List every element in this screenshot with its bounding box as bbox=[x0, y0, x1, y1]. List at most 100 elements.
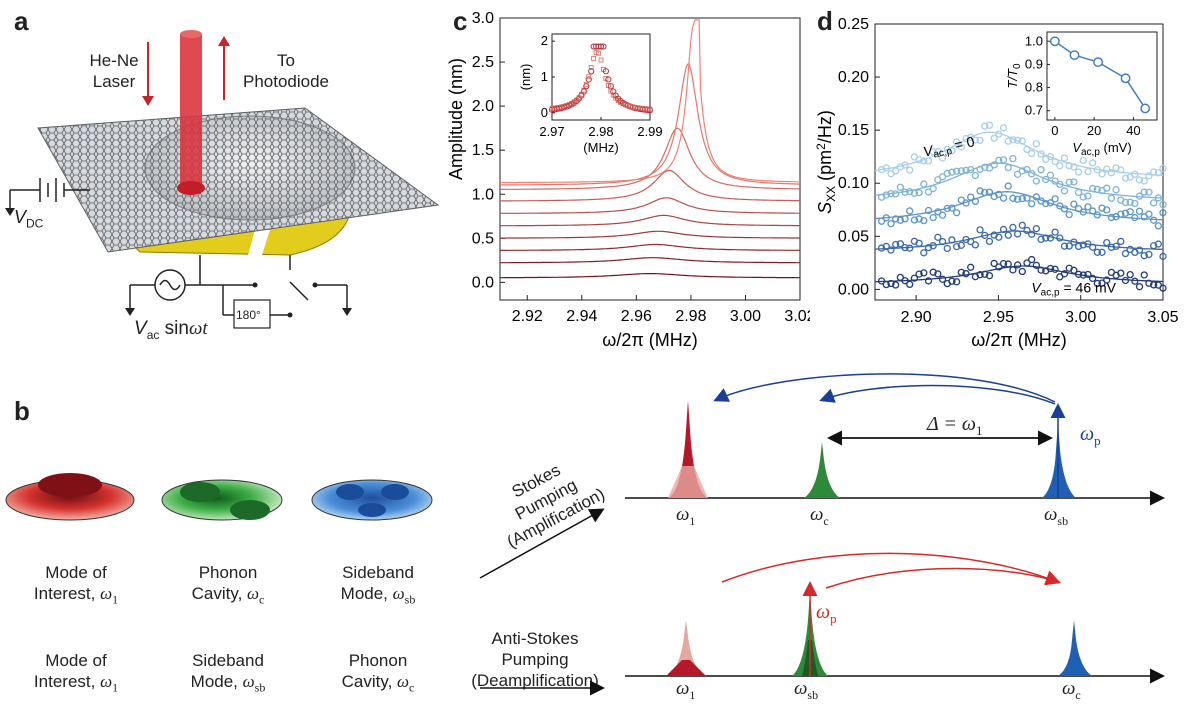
data-point bbox=[1149, 281, 1158, 289]
data-point bbox=[1135, 283, 1144, 291]
sideband-mode-shape bbox=[311, 479, 433, 521]
data-point bbox=[1126, 270, 1134, 279]
data-point bbox=[1098, 170, 1106, 178]
data-point bbox=[1084, 240, 1092, 248]
data-point bbox=[877, 217, 886, 225]
data-point bbox=[976, 271, 984, 279]
data-point bbox=[962, 270, 970, 278]
data-point bbox=[1117, 237, 1125, 246]
data-point bbox=[976, 136, 984, 145]
data-point bbox=[1018, 267, 1026, 276]
inset-point bbox=[1120, 73, 1131, 84]
inset-point bbox=[602, 68, 609, 75]
data-point bbox=[1131, 170, 1139, 178]
mode-label-row1-3: Sideband Mode, ωsb bbox=[340, 563, 416, 607]
data-point bbox=[985, 188, 994, 196]
data-point bbox=[920, 180, 928, 188]
data-point bbox=[1028, 255, 1036, 264]
data-point bbox=[1065, 162, 1073, 170]
bottom-axis-label-2: ωsb bbox=[794, 678, 819, 702]
data-point bbox=[957, 241, 965, 249]
data-point bbox=[948, 168, 956, 176]
inset-point bbox=[1049, 36, 1060, 47]
data-point bbox=[1103, 238, 1111, 247]
panel-label-b: b bbox=[14, 396, 30, 426]
data-point bbox=[877, 166, 886, 174]
inset-x-tick-label: 2.99 bbox=[637, 124, 662, 139]
x-axis-label: ω/2π (MHz) bbox=[971, 330, 1066, 350]
data-point bbox=[882, 164, 890, 172]
annotation-top: Vac,p = 0 bbox=[922, 133, 977, 162]
data-point bbox=[1074, 188, 1083, 197]
top-curve-arrow-1 bbox=[713, 373, 1056, 403]
inset-point bbox=[597, 43, 605, 50]
phase-box-label: 180° bbox=[236, 308, 261, 322]
data-point bbox=[1145, 172, 1153, 180]
series-line bbox=[500, 197, 800, 214]
data-point bbox=[915, 270, 923, 278]
inset-y-tick-label: 1.0 bbox=[1025, 33, 1043, 48]
data-point bbox=[981, 270, 989, 278]
y-tick-label: 1.0 bbox=[472, 186, 494, 203]
bottom-peak-w1 bbox=[666, 620, 706, 676]
series-line bbox=[500, 230, 800, 239]
data-point bbox=[1037, 150, 1045, 158]
inset-point bbox=[588, 68, 595, 75]
data-point bbox=[1140, 252, 1148, 260]
data-point bbox=[1018, 167, 1026, 175]
inset-point bbox=[605, 76, 612, 83]
fit-line bbox=[874, 191, 1164, 221]
x-tick-label: 3.05 bbox=[1147, 309, 1178, 326]
data-point bbox=[1088, 207, 1097, 215]
data-point bbox=[948, 204, 956, 212]
data-point bbox=[901, 161, 909, 169]
data-point bbox=[1032, 140, 1041, 148]
data-point bbox=[906, 207, 914, 215]
inset-point-square bbox=[586, 74, 592, 80]
data-point bbox=[887, 189, 895, 198]
y-tick-label: 2.0 bbox=[472, 98, 494, 115]
inset-point bbox=[600, 43, 607, 50]
battery-icon bbox=[9, 178, 90, 212]
data-point bbox=[877, 244, 886, 252]
data-point bbox=[1065, 178, 1073, 186]
data-point bbox=[943, 145, 951, 154]
data-point bbox=[1070, 200, 1078, 208]
series-line bbox=[500, 273, 800, 279]
data-point bbox=[1140, 271, 1148, 279]
data-point bbox=[1131, 213, 1139, 222]
top-axis-label-3: ωsb bbox=[1044, 504, 1069, 528]
data-point bbox=[1051, 157, 1059, 166]
data-point bbox=[1107, 213, 1116, 222]
data-point bbox=[1074, 205, 1083, 213]
data-point bbox=[999, 124, 1008, 132]
y-tick-label: 1.5 bbox=[472, 142, 494, 159]
x-tick-label: 2.98 bbox=[675, 308, 706, 325]
y-tick-label: 0.15 bbox=[838, 122, 869, 139]
data-point bbox=[1117, 269, 1125, 277]
data-point bbox=[1074, 242, 1083, 251]
data-point bbox=[1070, 266, 1078, 274]
y-tick-label: 3.0 bbox=[472, 10, 494, 27]
data-point bbox=[1117, 166, 1125, 174]
panel-label-a: a bbox=[14, 6, 29, 36]
data-point bbox=[1131, 199, 1139, 208]
data-point bbox=[938, 237, 947, 246]
series-line bbox=[500, 214, 800, 227]
data-point bbox=[999, 225, 1008, 234]
data-point bbox=[943, 244, 951, 253]
data-point bbox=[1037, 266, 1045, 274]
data-point bbox=[971, 241, 980, 249]
data-point bbox=[1009, 154, 1017, 163]
bottom-pump-label: ωp bbox=[816, 601, 837, 627]
x-tick-label: 2.94 bbox=[566, 308, 597, 325]
data-point bbox=[1079, 271, 1087, 279]
data-point bbox=[896, 183, 904, 191]
data-point bbox=[962, 134, 970, 143]
data-point bbox=[882, 242, 890, 251]
y-axis-label: Amplitude (nm) bbox=[446, 58, 466, 180]
annotation-bottom: Vac,p = 46 mV bbox=[1031, 280, 1116, 299]
delta-label: Δ = ω1 bbox=[927, 413, 983, 439]
data-point bbox=[967, 193, 975, 201]
data-point bbox=[1093, 211, 1101, 219]
